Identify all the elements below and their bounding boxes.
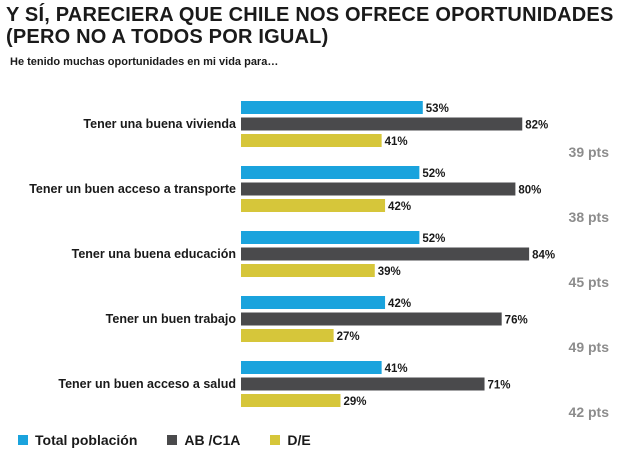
value-label: 42% [388, 298, 411, 310]
value-label: 71% [488, 380, 511, 392]
bar-total [241, 361, 382, 374]
value-label: 27% [337, 331, 360, 343]
value-label: 76% [505, 315, 528, 327]
bar-abc1 [241, 117, 523, 131]
bar-abc1 [241, 247, 530, 261]
chart-subtitle: He tenido muchas oportunidades en mi vid… [10, 56, 279, 68]
value-label: 84% [532, 250, 555, 262]
bar-de [241, 134, 382, 147]
category-label: Tener una buena vivienda [83, 117, 237, 131]
category-label: Tener un buen acceso a salud [58, 377, 236, 391]
value-label: 52% [422, 168, 445, 180]
legend-label-de: D/E [287, 432, 311, 448]
category-label: Tener un buen acceso a transporte [29, 182, 236, 196]
value-label: 80% [518, 185, 541, 197]
bar-abc1 [241, 182, 516, 196]
gap-label: 49 pts [569, 339, 610, 355]
value-label: 41% [385, 136, 408, 148]
value-label: 53% [426, 103, 449, 115]
bar-total [241, 231, 420, 244]
gap-label: 39 pts [569, 144, 610, 160]
bar-abc1 [241, 312, 502, 326]
bar-abc1 [241, 377, 485, 391]
legend-item-de: D/E [270, 432, 311, 448]
legend: Total población AB /C1A D/E [18, 432, 311, 448]
gap-label: 45 pts [569, 274, 610, 290]
value-label: 42% [388, 201, 411, 213]
category-label: Tener una buena educación [72, 247, 236, 261]
bar-total [241, 166, 420, 179]
legend-swatch-abc1 [167, 435, 178, 445]
value-label: 29% [343, 396, 366, 408]
bar-de [241, 329, 334, 342]
bar-de [241, 394, 341, 407]
value-label: 82% [525, 120, 548, 132]
gap-label: 42 pts [569, 404, 610, 420]
legend-label-abc1: AB /C1A [184, 432, 241, 448]
legend-swatch-de [270, 435, 281, 445]
chart-title: Y SÍ, PARECIERA QUE CHILE NOS OFRECE OPO… [6, 4, 634, 48]
legend-swatch-total [18, 435, 28, 445]
gap-label: 38 pts [569, 209, 610, 225]
value-label: 52% [422, 233, 445, 245]
value-label: 41% [385, 363, 408, 375]
chart-title-line-1: Y SÍ, PARECIERA QUE CHILE NOS OFRECE OPO… [6, 4, 614, 26]
bar-de [241, 199, 386, 212]
bar-total [241, 101, 423, 114]
chart-title-line-2: (PERO NO A TODOS POR IGUAL) [6, 26, 329, 48]
bar-total [241, 296, 386, 309]
legend-item-total: Total población [18, 432, 137, 448]
legend-item-abc1: AB /C1A [167, 432, 240, 448]
legend-label-total: Total población [35, 432, 138, 448]
bar-de [241, 264, 375, 277]
value-label: 39% [378, 266, 401, 278]
category-label: Tener un buen trabajo [106, 312, 237, 326]
